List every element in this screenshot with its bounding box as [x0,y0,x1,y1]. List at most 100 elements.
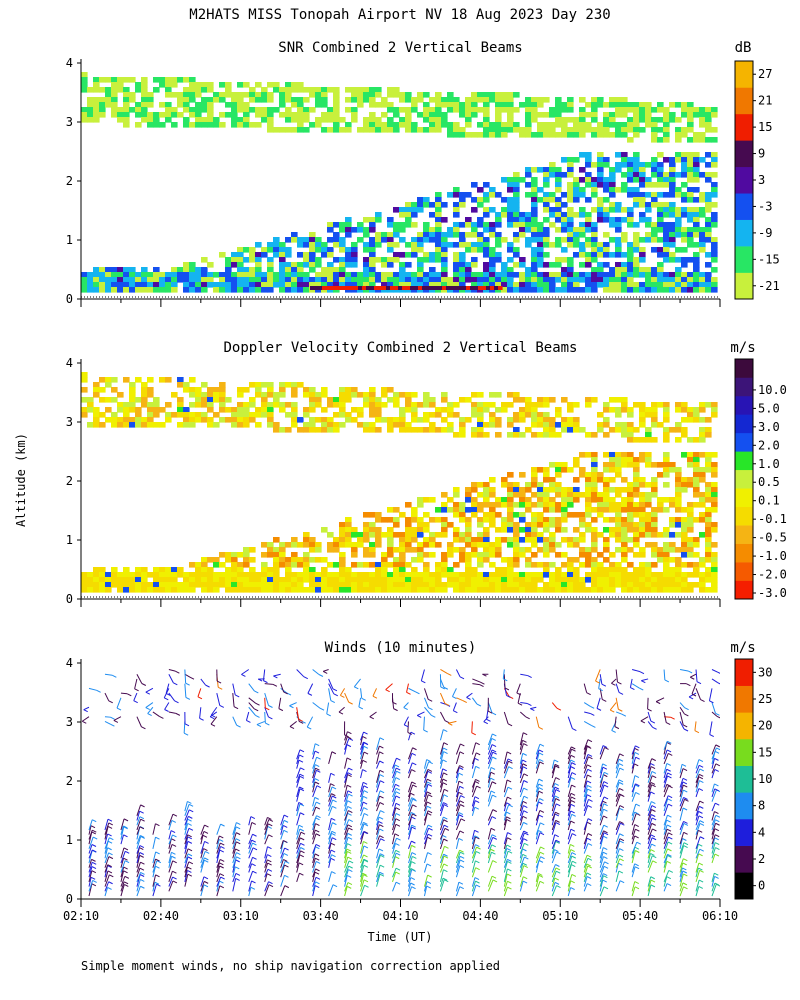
data-cell [579,247,586,253]
data-cell [249,247,256,253]
wind-barb-flag [123,870,128,874]
data-cell [441,552,448,558]
data-cell [519,417,526,423]
data-cell [711,162,718,168]
data-cell [159,77,166,83]
wind-barb [408,840,412,850]
data-cell [177,277,184,283]
data-cell [579,547,586,553]
data-cell [459,192,466,198]
wind-barb-flag [109,837,114,841]
data-cell [531,472,538,478]
wind-barb [113,716,122,721]
data-cell [555,517,562,523]
data-cell [398,286,403,290]
data-cell [237,387,244,393]
data-cell [531,417,538,423]
wind-barb [262,669,266,681]
data-cell [525,212,532,218]
wind-barb [328,683,335,695]
data-cell [561,582,568,588]
data-cell [543,252,550,258]
data-cell [453,242,460,248]
data-cell [651,277,658,283]
wind-barb-flag [298,759,304,763]
wind-barb-flag [315,844,321,847]
wind-barb-flag [379,835,384,839]
data-cell [345,127,352,133]
wind-barb [184,856,189,868]
data-cell [711,587,718,593]
data-cell [597,102,604,108]
data-cell [435,507,442,513]
wind-barb-flag [183,732,189,736]
data-cell [171,392,178,398]
data-cell [382,286,387,290]
data-cell [441,247,448,253]
wind-barb-flag [411,816,416,820]
data-cell [537,227,544,233]
colorbar-swatch [735,451,753,471]
data-cell [231,252,238,258]
wind-barb-flag [427,810,433,814]
wind-barb [376,737,381,750]
wind-barb [328,786,333,798]
data-cell [537,122,544,128]
data-cell [483,552,490,558]
data-cell [453,487,460,493]
data-cell [351,272,358,278]
data-cell [279,427,286,433]
data-cell [267,92,274,98]
data-cell [567,277,574,283]
data-cell [567,242,574,248]
data-cell [591,267,598,273]
wind-barb [344,843,348,854]
data-cell [531,512,538,518]
data-cell [393,557,400,563]
data-cell [669,237,676,243]
wind-barb [455,795,462,807]
wind-barb [296,847,301,859]
data-cell [273,562,280,568]
data-cell [291,412,298,418]
data-cell [699,517,706,523]
data-cell [591,487,598,493]
data-cell [417,272,424,278]
wind-barb [168,814,174,826]
data-cell [315,392,322,398]
data-cell [399,117,406,123]
data-cell [81,117,88,123]
wind-barb-flag [348,810,353,813]
data-cell [651,137,658,143]
data-cell [609,97,616,103]
data-cell [597,132,604,138]
data-cell [687,572,694,578]
data-cell [555,502,562,508]
wind-barb [136,874,141,887]
wind-barb-flag [300,842,305,846]
data-cell [141,277,148,283]
colorbar-label: 1.0 [758,457,780,471]
data-cell [507,417,514,423]
data-cell [699,437,706,443]
data-cell [201,392,208,398]
wind-barb-flag [283,859,288,862]
wind-barb-flag [443,853,448,857]
data-cell [645,287,652,293]
data-cell [87,582,94,588]
data-cell [339,282,346,288]
data-cell [639,562,646,568]
data-cell [123,87,130,93]
data-cell [453,97,460,103]
data-cell [621,477,628,483]
data-cell [687,407,694,413]
data-cell [435,112,442,118]
wind-barb [369,711,377,718]
data-cell [627,407,634,413]
data-cell [111,107,118,113]
data-cell [687,192,694,198]
data-cell [501,402,508,408]
data-cell [369,97,376,103]
data-cell [711,237,718,243]
data-cell [657,497,664,503]
